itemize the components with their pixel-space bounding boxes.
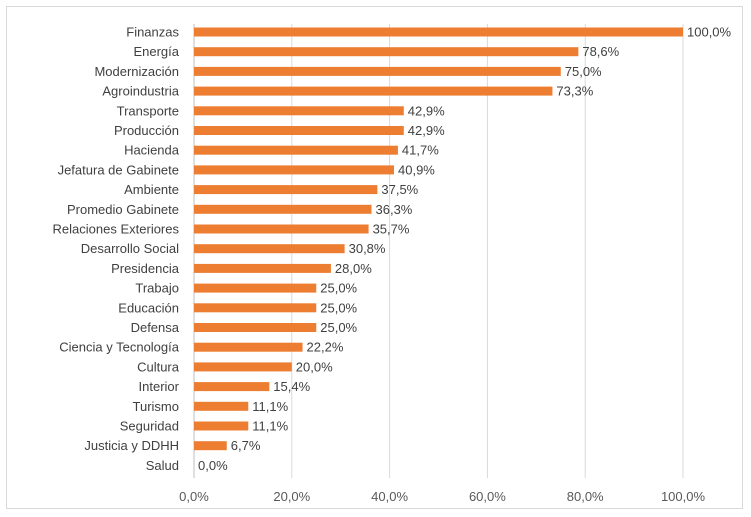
data-label: 20,0% xyxy=(296,359,333,374)
category-label: Promedio Gabinete xyxy=(67,202,179,217)
category-label: Salud xyxy=(146,458,179,473)
data-label: 22,2% xyxy=(307,340,344,355)
x-tick-label: 100,0% xyxy=(661,489,706,504)
bar xyxy=(194,421,249,431)
bar xyxy=(194,244,345,254)
x-tick-label: 20,0% xyxy=(273,489,310,504)
bar xyxy=(194,441,227,451)
data-label: 25,0% xyxy=(320,281,357,296)
data-label: 25,0% xyxy=(320,320,357,335)
data-label: 37,5% xyxy=(381,182,418,197)
bar xyxy=(194,126,404,135)
data-label: 28,0% xyxy=(335,261,372,276)
data-label: 15,4% xyxy=(273,379,310,394)
data-label: 36,3% xyxy=(376,202,413,217)
category-label: Justicia y DDHH xyxy=(84,438,179,453)
bar xyxy=(194,66,561,76)
x-tick-label: 40,0% xyxy=(371,489,408,504)
category-label: Cultura xyxy=(137,359,180,374)
category-label: Modernización xyxy=(94,64,179,79)
bar xyxy=(194,401,249,411)
category-label: Ciencia y Tecnología xyxy=(59,340,179,355)
data-label: 75,0% xyxy=(565,64,602,79)
category-label: Presidencia xyxy=(111,261,180,276)
data-label: 100,0% xyxy=(687,25,732,40)
bar xyxy=(194,185,378,195)
bar xyxy=(194,303,317,313)
data-label: 41,7% xyxy=(402,143,439,158)
data-label: 78,6% xyxy=(582,44,619,59)
category-label: Transporte xyxy=(117,103,179,118)
data-label: 42,9% xyxy=(408,103,445,118)
data-label: 25,0% xyxy=(320,300,357,315)
data-label: 73,3% xyxy=(556,84,593,99)
category-label: Desarrollo Social xyxy=(81,241,179,256)
bar xyxy=(194,382,270,392)
bar xyxy=(194,283,317,293)
category-label: Seguridad xyxy=(120,419,179,434)
category-label: Energía xyxy=(133,44,179,59)
x-tick-label: 0,0% xyxy=(179,489,209,504)
data-label: 35,7% xyxy=(373,222,410,237)
data-label: 30,8% xyxy=(349,241,386,256)
category-label: Defensa xyxy=(131,320,180,335)
category-label: Educación xyxy=(118,300,179,315)
category-label: Trabajo xyxy=(135,281,179,296)
bar xyxy=(194,362,292,372)
category-label: Jefatura de Gabinete xyxy=(58,162,179,177)
data-label: 40,9% xyxy=(398,162,435,177)
category-label: Agroindustria xyxy=(102,84,179,99)
data-label: 42,9% xyxy=(408,123,445,138)
bar xyxy=(194,145,398,155)
data-label: 11,1% xyxy=(252,419,288,434)
data-label: 11,1% xyxy=(252,399,288,414)
data-label: 0,0% xyxy=(198,458,228,473)
bar xyxy=(194,106,404,116)
bar xyxy=(194,204,372,214)
category-label: Turismo xyxy=(133,399,179,414)
bar xyxy=(194,323,317,332)
x-tick-label: 60,0% xyxy=(469,489,506,504)
bar xyxy=(194,86,553,96)
bar xyxy=(194,165,395,175)
bar xyxy=(194,224,369,234)
category-label: Finanzas xyxy=(126,25,179,40)
bar xyxy=(194,342,303,352)
data-label: 6,7% xyxy=(231,438,261,453)
bar xyxy=(194,263,331,273)
x-tick-label: 80,0% xyxy=(567,489,604,504)
category-label: Relaciones Exteriores xyxy=(53,222,180,237)
category-label: Ambiente xyxy=(124,182,179,197)
category-label: Hacienda xyxy=(124,143,180,158)
category-label: Interior xyxy=(139,379,180,394)
bar xyxy=(194,47,579,57)
category-label: Producción xyxy=(114,123,179,138)
bar xyxy=(194,27,683,37)
